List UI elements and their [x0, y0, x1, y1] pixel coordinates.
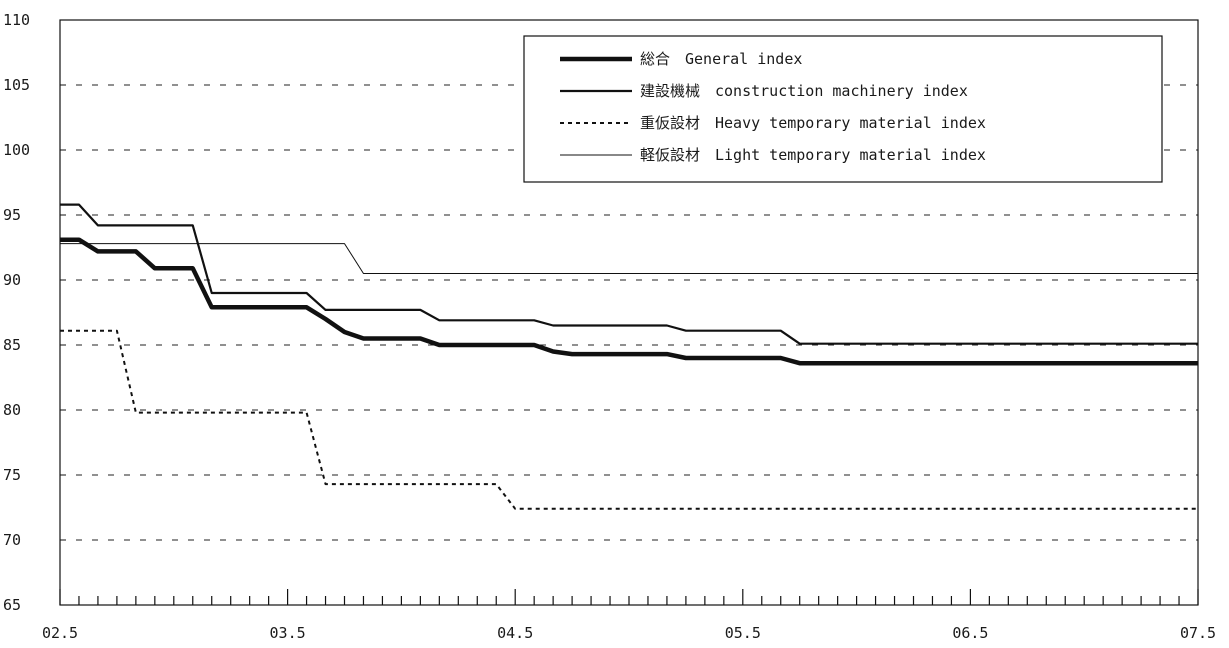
- y-tick-label: 75: [3, 466, 21, 484]
- x-tick-label: 06.5: [952, 624, 988, 642]
- x-tick-label: 07.5: [1180, 624, 1216, 642]
- y-tick-label: 65: [3, 596, 21, 614]
- y-tick-label: 100: [3, 141, 30, 159]
- legend-label-3: 重仮設材 Heavy temporary material index: [640, 114, 986, 132]
- series-line-3: [60, 329, 1198, 510]
- x-tick-label: 03.5: [270, 624, 306, 642]
- y-tick-label: 80: [3, 401, 21, 419]
- legend: 総合 General index 建設機械 construction machin…: [523, 35, 1163, 183]
- axes: 65 70 75 80 85 90 95 100 105 110 02.5 03.5 04.5 05.5 0…: [3, 11, 1216, 642]
- y-tick-label: 85: [3, 336, 21, 354]
- x-tick-label: 02.5: [42, 624, 78, 642]
- y-tick-label: 90: [3, 271, 21, 289]
- legend-label-2: 建設機械 construction machinery index: [640, 82, 968, 100]
- y-tick-label: 70: [3, 531, 21, 549]
- legend-label-4: 軽仮設材 Light temporary material index: [640, 146, 986, 164]
- series-line-1: [60, 237, 1198, 366]
- y-tick-label: 105: [3, 76, 30, 94]
- legend-label-1: 総合 General index: [640, 50, 802, 68]
- y-tick-label: 95: [3, 206, 21, 224]
- series-line-4: [60, 243, 1198, 274]
- y-tick-label: 110: [3, 11, 30, 29]
- x-tick-label: 05.5: [725, 624, 761, 642]
- x-tick-label: 04.5: [497, 624, 533, 642]
- series-lines: [60, 203, 1198, 510]
- series-line-2: [60, 203, 1198, 345]
